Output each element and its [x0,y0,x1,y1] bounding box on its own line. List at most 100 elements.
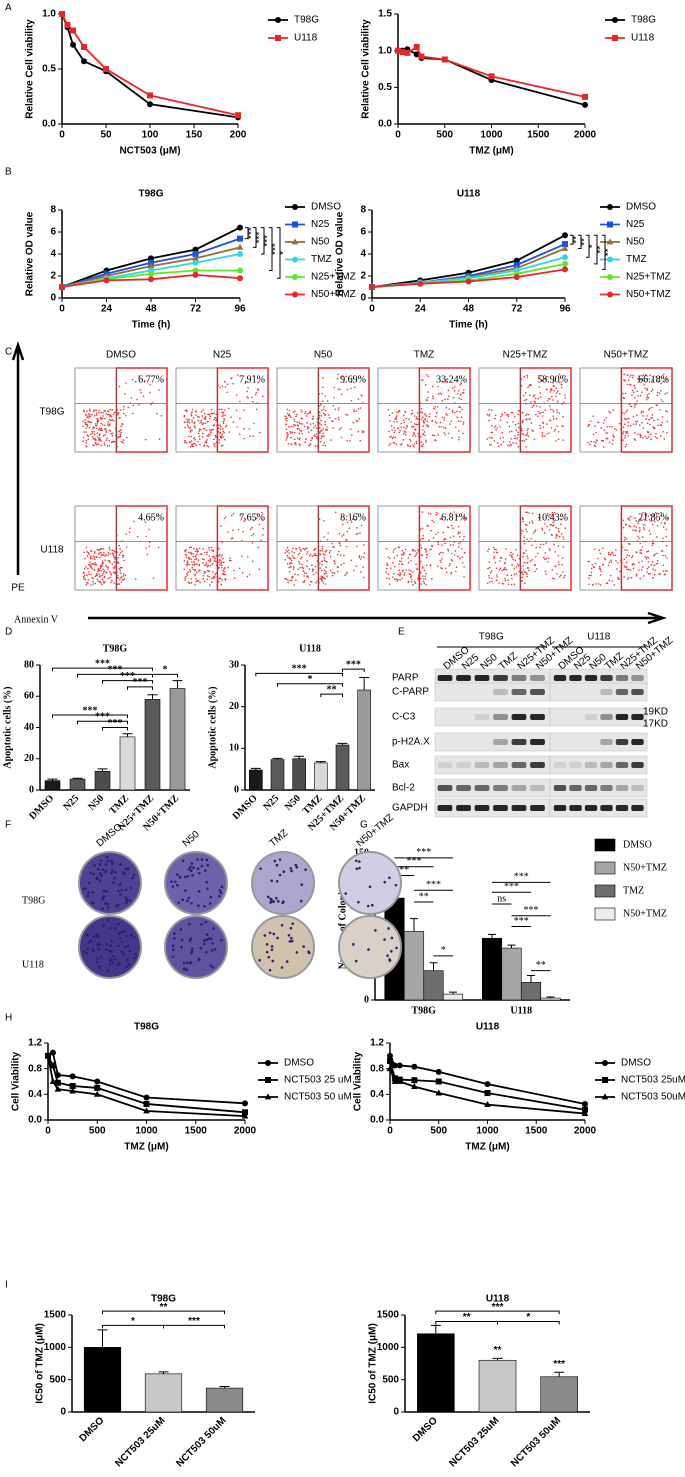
event-dot [109,423,111,425]
event-dot [318,427,320,429]
colony-dot [200,922,203,926]
event-dot [647,572,650,575]
event-dot [441,380,444,383]
event-dot [635,573,638,576]
event-dot [414,550,416,552]
event-dot [522,555,524,558]
event-dot [430,544,433,547]
band [631,762,644,768]
event-dot [286,435,289,438]
marker [386,1065,394,1072]
event-dot [540,379,543,382]
event-dot [553,380,555,382]
event-dot [210,408,213,411]
event-dot [451,387,454,389]
band [456,762,471,768]
band [631,714,644,720]
event-dot [102,547,105,550]
colony-dot [265,943,269,946]
event-dot [221,578,224,581]
event-dot [93,433,96,436]
colony-dot [354,959,358,963]
event-dot [296,421,298,423]
y-axis-label: Apoptotic cells (%) [207,686,218,768]
event-dot [243,437,246,440]
event-dot [488,413,491,416]
event-dot [192,417,195,419]
event-dot [184,549,186,552]
event-dot [643,379,646,381]
event-dot [660,511,663,514]
event-dot [108,424,111,427]
event-dot [556,572,558,575]
event-dot [220,426,222,428]
event-dot [114,551,116,553]
event-dot [563,576,565,579]
event-dot [614,554,617,557]
band [584,785,598,791]
y-tick-label: 0.0 [370,1115,384,1126]
event-dot [226,391,228,394]
event-dot [527,566,529,569]
event-dot [560,386,563,389]
event-dot [105,571,107,574]
event-dot [399,410,401,412]
event-dot [391,429,393,431]
event-dot [326,400,329,402]
event-dot [203,570,206,573]
event-dot [352,421,355,424]
event-dot [355,410,358,412]
colony-dot [186,961,189,965]
event-dot [296,413,298,416]
event-dot [637,381,640,383]
colony-dot [108,949,111,953]
event-dot [252,519,255,521]
event-dot [624,437,626,439]
event-dot [90,584,92,586]
event-dot [452,544,454,546]
colony-dot [196,858,199,861]
event-dot [119,548,121,550]
event-dot [413,445,415,448]
event-dot [663,381,666,383]
event-dot [208,555,211,557]
event-dot [152,577,155,579]
colony-dot [191,947,194,951]
colony-dot [202,942,206,946]
flow-plot: 6.77% [74,367,168,453]
event-dot [112,432,114,435]
event-dot [605,437,608,440]
event-dot [411,425,413,428]
event-dot [385,547,388,550]
event-dot [249,528,252,530]
x-axis-label: NCT503 (μM) [119,146,180,157]
legend-label: U118 [631,33,655,44]
event-dot [656,437,658,439]
event-dot [409,553,412,556]
event-dot [339,554,342,557]
event-dot [223,419,226,421]
event-dot [83,578,85,580]
event-dot [109,552,112,555]
event-dot [393,442,396,444]
event-dot [249,435,251,438]
colony-dot [275,896,278,900]
event-dot [284,418,287,420]
marker [236,243,244,250]
error-bar [272,757,283,760]
event-dot [82,409,85,411]
event-dot [545,388,548,391]
event-dot [190,561,193,563]
event-dot [450,571,453,574]
event-dot [108,414,110,416]
event-dot [457,546,460,548]
band [615,675,629,681]
event-dot [512,558,514,560]
event-dot [112,413,115,416]
event-dot [459,531,461,534]
event-dot [220,564,223,567]
size-label: 17KD [643,719,668,730]
event-dot [535,555,537,558]
event-dot [393,548,395,551]
event-dot [554,551,557,553]
